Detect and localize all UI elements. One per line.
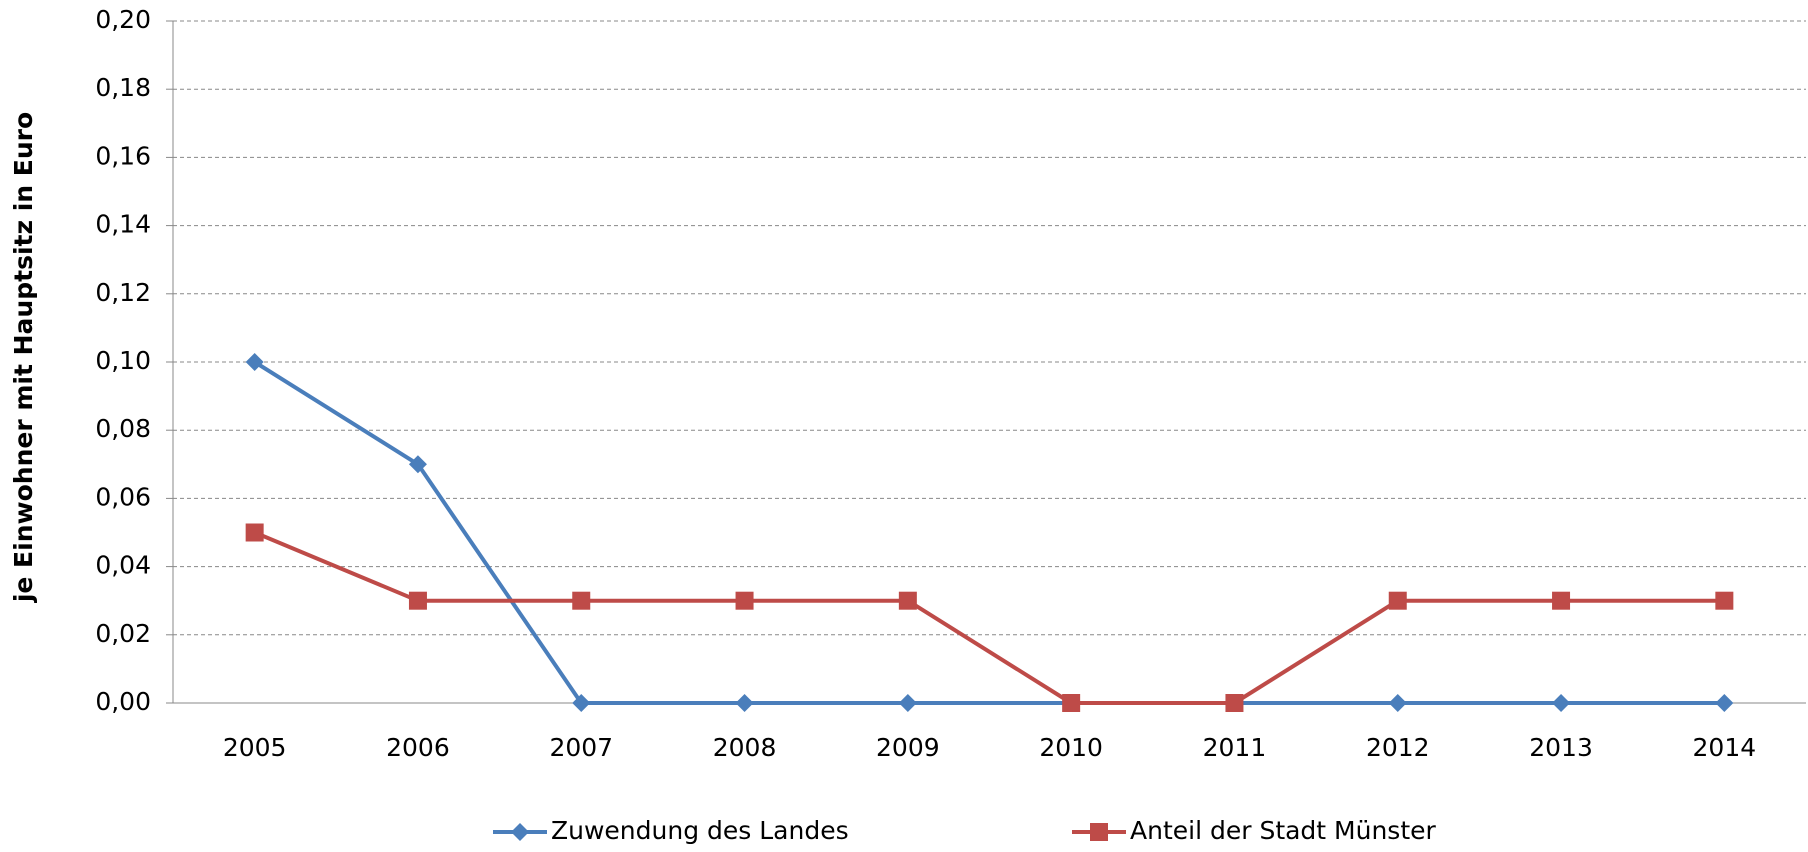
point-marker xyxy=(898,591,917,610)
x-tick-label: 2012 xyxy=(1366,733,1430,762)
x-tick-label: 2009 xyxy=(876,733,940,762)
x-tick-label: 2005 xyxy=(223,733,287,762)
y-axis-title: je Einwohner mit Hauptsitz in Euro xyxy=(9,112,38,603)
point-marker xyxy=(1715,591,1734,610)
series-line xyxy=(253,530,1725,705)
point-marker xyxy=(572,694,591,712)
y-tick-label: 0,18 xyxy=(95,73,151,102)
point-marker xyxy=(1062,694,1081,712)
point-marker xyxy=(735,694,754,712)
y-tick-label: 0,14 xyxy=(95,210,151,239)
y-tick-label: 0,20 xyxy=(95,5,151,34)
x-tick-label: 2013 xyxy=(1529,733,1593,762)
point-marker xyxy=(408,591,427,610)
legend-label: Zuwendung des Landes xyxy=(551,816,849,845)
point-marker xyxy=(1388,694,1407,712)
y-tick-label: 0,08 xyxy=(95,414,151,443)
x-tick-label: 2014 xyxy=(1693,733,1757,762)
legend-marker xyxy=(511,823,529,841)
point-marker xyxy=(1552,694,1571,712)
point-marker xyxy=(1715,694,1734,712)
x-tick-label: 2006 xyxy=(386,733,450,762)
y-tick-label: 0,00 xyxy=(95,687,151,716)
y-tick-label: 0,10 xyxy=(95,346,151,375)
y-tick-label: 0,12 xyxy=(95,278,151,307)
y-tick-label: 0,04 xyxy=(95,551,151,580)
series-line xyxy=(253,360,1725,705)
x-tick-label: 2007 xyxy=(549,733,613,762)
x-tick-label: 2008 xyxy=(713,733,777,762)
legend-marker xyxy=(1090,823,1108,841)
point-marker xyxy=(245,523,264,542)
y-tick-label: 0,02 xyxy=(95,619,151,648)
y-tick-label: 0,06 xyxy=(95,482,151,511)
y-tick-label: 0,16 xyxy=(95,141,151,170)
point-marker xyxy=(1388,591,1407,610)
point-marker xyxy=(408,455,427,474)
point-marker xyxy=(245,353,264,371)
point-marker xyxy=(572,591,591,610)
legend-label: Anteil der Stadt Münster xyxy=(1130,816,1437,845)
x-tick-label: 2010 xyxy=(1039,733,1103,762)
point-marker xyxy=(1552,591,1571,610)
point-marker xyxy=(1225,694,1244,712)
x-tick-label: 2011 xyxy=(1203,733,1267,762)
point-marker xyxy=(898,694,917,712)
point-marker xyxy=(735,591,754,610)
